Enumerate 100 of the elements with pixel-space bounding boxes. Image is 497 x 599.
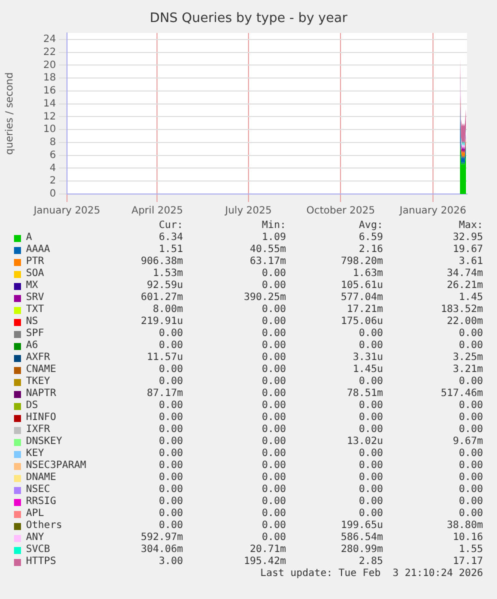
legend-label: Others (26, 520, 62, 532)
text: 0.00 (260, 328, 286, 340)
text: 0.00 (260, 388, 286, 400)
text: 11.57u (146, 352, 183, 364)
legend-label: ANY (26, 532, 44, 544)
text: 0.00 (358, 424, 383, 436)
text: 0.00 (260, 424, 286, 436)
text: 1.45 (458, 292, 483, 304)
x-tick-label: January 2026 (398, 206, 466, 217)
text: 0.00 (158, 328, 183, 340)
legend-label: SPF (26, 328, 44, 340)
text: 19.67 (452, 244, 483, 256)
text: 601.27m (140, 292, 183, 304)
text: 32.95 (452, 232, 483, 244)
text: 2.16 (358, 244, 383, 256)
text: 6.34 (158, 232, 183, 244)
legend-label: SVCB (26, 544, 50, 556)
text: 3.31u (352, 352, 383, 364)
text: 0.00 (158, 460, 183, 472)
text: 0.00 (458, 484, 483, 496)
text: 13.02u (346, 436, 383, 448)
text: 0.00 (158, 520, 183, 532)
text: 78.51m (346, 388, 383, 400)
text: 0.00 (260, 340, 286, 352)
text: Last update: Tue Feb 3 21:10:24 2026 (259, 568, 484, 580)
text: 0.00 (158, 400, 183, 412)
text: 0.00 (260, 496, 286, 508)
legend-label: SOA (26, 268, 44, 280)
text: 183.52m (440, 304, 483, 316)
text: 0.00 (358, 448, 383, 460)
text: 0.00 (260, 400, 286, 412)
text: 0.00 (260, 268, 286, 280)
text: 0.00 (260, 448, 286, 460)
text: 1.09 (260, 232, 286, 244)
y-tick-label: 14 (43, 98, 56, 110)
y-tick-label: 10 (43, 124, 56, 136)
legend-label: APL (26, 508, 44, 520)
legend-label: DS (26, 400, 38, 412)
text: 20.71m (248, 544, 286, 556)
text: 92.59u (146, 280, 183, 292)
text: 105.61u (340, 280, 383, 292)
text: 0.00 (158, 364, 183, 376)
text: 0.00 (260, 532, 286, 544)
text: 0.00 (458, 424, 483, 436)
text: 0.00 (458, 340, 483, 352)
y-tick-label: 0 (50, 188, 56, 200)
text: 8.00m (152, 304, 183, 316)
text: 0.00 (358, 340, 383, 352)
legend-label: DNSKEY (26, 436, 62, 448)
text: 586.54m (340, 532, 383, 544)
legend-label: KEY (26, 448, 44, 460)
y-axis-title: queries / second (4, 72, 16, 155)
text: 0.00 (260, 316, 286, 328)
text: 40.55m (248, 244, 286, 256)
text: 0.00 (358, 472, 383, 484)
text: 1.51 (158, 244, 183, 256)
legend-label: SRV (26, 292, 44, 304)
text: Min: (260, 220, 286, 232)
text: 0.00 (458, 328, 483, 340)
legend-label: HINFO (26, 412, 56, 424)
text: 0.00 (358, 496, 383, 508)
text: 0.00 (158, 508, 183, 520)
x-tick-label: October 2025 (306, 206, 376, 217)
legend-label: NAPTR (26, 388, 56, 400)
text: 3.61 (458, 256, 483, 268)
text: 1.63m (352, 268, 383, 280)
legend-label: MX (26, 280, 38, 292)
text: 0.00 (260, 280, 286, 292)
y-tick-label: 16 (43, 86, 56, 97)
text: 0.00 (458, 400, 483, 412)
text: 304.06m (140, 544, 183, 556)
text: 34.74m (446, 268, 483, 280)
text: 0.00 (260, 364, 286, 376)
text: 0.00 (358, 484, 383, 496)
text: 3.21m (452, 364, 483, 376)
text: 577.04m (340, 292, 383, 304)
text: 63.17m (248, 256, 286, 268)
text: 0.00 (260, 520, 286, 532)
text: 0.00 (458, 472, 483, 484)
legend-label: PTR (26, 256, 44, 268)
text: 0.00 (358, 328, 383, 340)
chart-title: DNS Queries by type - by year (148, 11, 348, 26)
text: 0.00 (458, 508, 483, 520)
text: 17.21m (346, 304, 383, 316)
text: 0.00 (358, 508, 383, 520)
text: 0.00 (158, 412, 183, 424)
text: 0.00 (158, 436, 183, 448)
legend-label: CNAME (26, 364, 56, 376)
text: 0.00 (458, 412, 483, 424)
y-tick-label: 20 (43, 60, 56, 71)
text: 0.00 (260, 472, 286, 484)
text: 0.00 (158, 340, 183, 352)
text: 1.45u (352, 364, 383, 376)
y-tick-label: 6 (50, 150, 56, 161)
text: 219.91u (140, 316, 183, 328)
y-tick-label: 4 (50, 162, 56, 174)
text: 0.00 (358, 376, 383, 388)
x-tick-label: January 2025 (32, 206, 100, 217)
x-tick-label: April 2025 (131, 206, 183, 217)
text: 195.42m (242, 556, 286, 568)
